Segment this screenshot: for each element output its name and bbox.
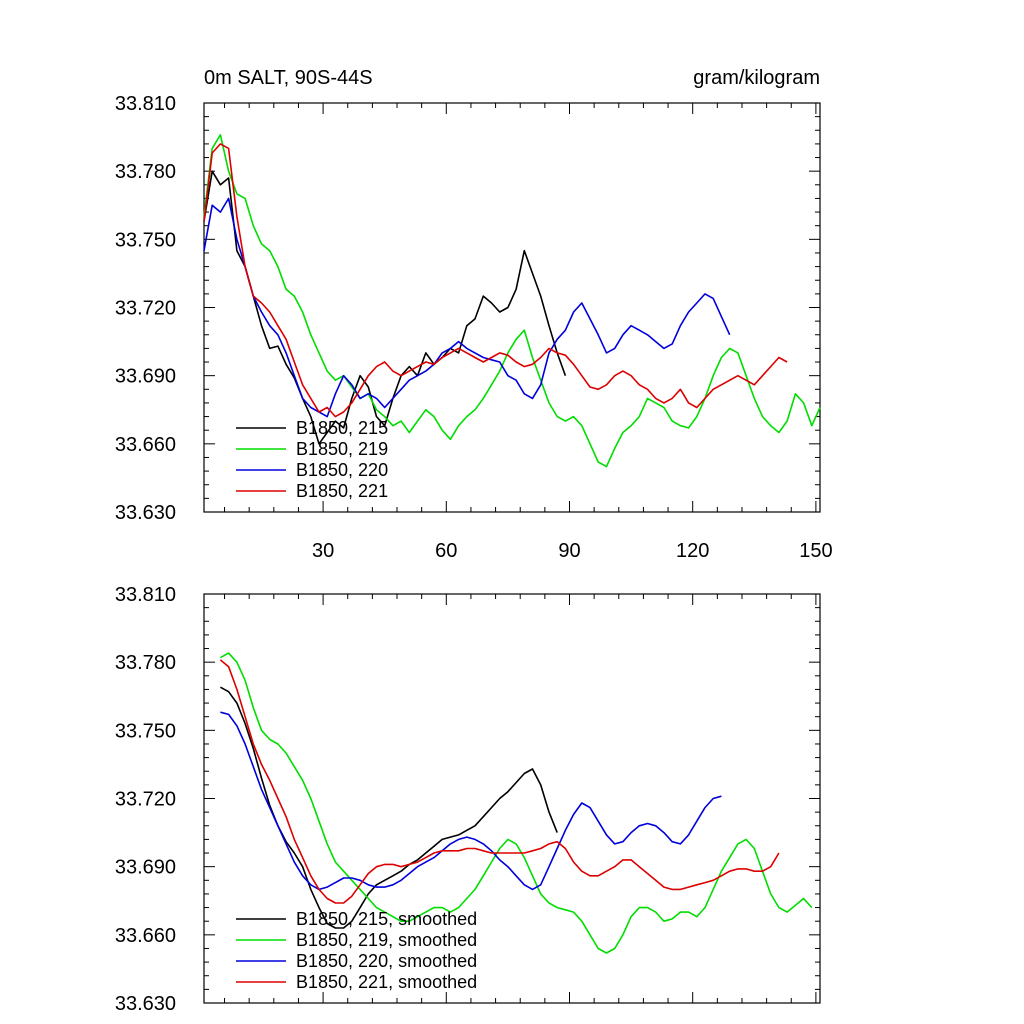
y-tick-label: 33.750 [115, 720, 176, 742]
y-tick-label: 33.810 [115, 584, 176, 606]
y-tick-label: 33.660 [115, 434, 176, 456]
y-tick-label: 33.810 [115, 93, 176, 115]
legend-label: B1850, 215, smoothed [296, 909, 477, 929]
y-tick-label: 33.720 [115, 298, 176, 320]
y-tick-label: 33.780 [115, 161, 176, 183]
x-tick-label: 90 [558, 540, 580, 562]
series-line-4 [203, 143, 788, 418]
y-tick-label: 33.630 [115, 993, 176, 1015]
series-line-1 [203, 170, 567, 445]
x-tick-label: 60 [435, 540, 457, 562]
legend-label: B1850, 215 [296, 418, 388, 438]
legend-label: B1850, 221 [296, 481, 388, 501]
chart-title: 0m SALT, 90S-44S [204, 67, 373, 89]
top-panel: 33.630 33.660 33.690 33.720 33.750 33.780 33.8… [115, 93, 833, 562]
series-line-2 [203, 134, 821, 468]
legend-label: B1850, 220, smoothed [296, 951, 477, 971]
y-tick-label: 33.660 [115, 925, 176, 947]
legend-label: B1850, 220 [296, 460, 388, 480]
legend-label: B1850, 219, smoothed [296, 930, 477, 950]
x-tick-label: 120 [676, 540, 709, 562]
series-line-1 [220, 686, 558, 929]
legend-label: B1850, 221, smoothed [296, 972, 477, 992]
series-line-4 [219, 659, 780, 904]
y-tick-label: 33.720 [115, 789, 176, 811]
series-line-3 [203, 197, 731, 418]
y-tick-label: 33.690 [115, 857, 176, 879]
x-tick-label: 30 [312, 540, 334, 562]
y-tick-label: 33.630 [115, 502, 176, 524]
legend-label: B1850, 219 [296, 439, 388, 459]
y-tick-label: 33.750 [115, 229, 176, 251]
units-label: gram/kilogram [693, 67, 820, 89]
series-line-3 [220, 711, 722, 891]
series-line-2 [220, 652, 813, 954]
y-tick-label: 33.690 [115, 366, 176, 388]
x-tick-label: 150 [799, 540, 832, 562]
bottom-panel: 33.630 33.660 33.690 33.720 33.750 33.780 33.8… [115, 584, 821, 1015]
y-tick-label: 33.780 [115, 652, 176, 674]
